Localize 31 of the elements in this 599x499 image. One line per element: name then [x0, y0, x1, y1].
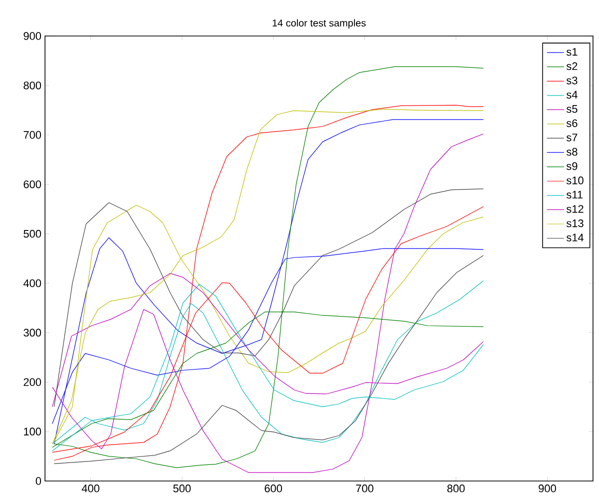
y-tick-label: 300 [24, 328, 42, 337]
legend-label: s9 [566, 162, 578, 170]
y-tick-label: 700 [24, 131, 42, 139]
legend-label: s12 [566, 205, 584, 213]
y-tick-label: 400 [23, 279, 42, 288]
legend-label: s5 [566, 105, 578, 113]
x-tick-label: 500 [173, 484, 191, 492]
legend-label: s3 [566, 76, 578, 84]
y-tick-label: 100 [24, 428, 42, 436]
legend-label: s10 [566, 176, 584, 184]
x-tick-label: 400 [82, 484, 100, 492]
legend-label: s14 [566, 234, 584, 242]
y-tick-label: 600 [24, 180, 42, 188]
x-tick-label: 600 [264, 484, 282, 492]
legend-label: s1 [566, 48, 578, 56]
legend-label: s4 [566, 90, 578, 99]
legend-label: s11 [566, 190, 583, 199]
legend-label: s2 [566, 62, 578, 70]
legend-label: s7 [566, 134, 578, 142]
y-tick-label: 0 [36, 477, 42, 485]
y-tick-label: 900 [24, 32, 42, 40]
chart-title: 14 color test samples [272, 19, 366, 28]
legend-label: s8 [566, 148, 578, 156]
y-tick-label: 200 [24, 378, 42, 386]
x-tick-label: 800 [447, 484, 465, 492]
legend-label: s13 [566, 219, 584, 228]
x-tick-label: 700 [356, 484, 374, 492]
y-tick-label: 500 [24, 230, 42, 238]
legend-label: s6 [566, 119, 578, 128]
y-tick-label: 800 [24, 82, 42, 90]
x-tick-label: 900 [538, 484, 556, 492]
